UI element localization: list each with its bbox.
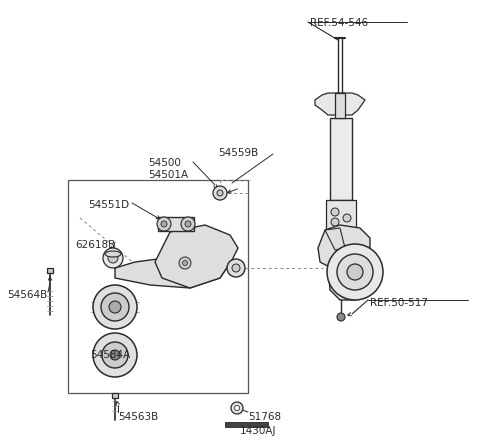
Circle shape xyxy=(93,285,137,329)
Text: 1430AJ: 1430AJ xyxy=(240,426,276,436)
Text: REF.54-546: REF.54-546 xyxy=(310,18,368,28)
Circle shape xyxy=(185,221,191,227)
Circle shape xyxy=(181,217,195,231)
Polygon shape xyxy=(318,225,370,270)
Polygon shape xyxy=(225,422,268,427)
Bar xyxy=(112,393,118,398)
Circle shape xyxy=(331,218,339,226)
Circle shape xyxy=(343,214,351,222)
Circle shape xyxy=(110,350,120,360)
Ellipse shape xyxy=(105,251,121,257)
Bar xyxy=(68,180,248,393)
Bar xyxy=(335,93,345,118)
Circle shape xyxy=(347,264,363,280)
Text: 54501A: 54501A xyxy=(148,170,188,180)
Circle shape xyxy=(101,293,129,321)
Circle shape xyxy=(179,257,191,269)
Bar xyxy=(330,118,352,200)
Text: 54563B: 54563B xyxy=(118,412,158,422)
Polygon shape xyxy=(315,93,365,115)
Circle shape xyxy=(93,333,137,377)
Circle shape xyxy=(331,208,339,216)
Circle shape xyxy=(182,260,188,266)
Circle shape xyxy=(231,402,243,414)
Circle shape xyxy=(109,301,121,313)
Bar xyxy=(326,200,356,230)
Bar xyxy=(158,217,194,231)
Text: 54559B: 54559B xyxy=(218,148,258,158)
Circle shape xyxy=(103,248,123,268)
Circle shape xyxy=(232,264,240,272)
Text: 54584A: 54584A xyxy=(90,350,130,360)
Text: 51768: 51768 xyxy=(248,412,281,422)
Polygon shape xyxy=(155,225,238,288)
Circle shape xyxy=(227,259,245,277)
Polygon shape xyxy=(328,268,362,300)
Circle shape xyxy=(102,342,128,368)
Circle shape xyxy=(108,253,118,263)
Circle shape xyxy=(235,405,240,410)
Polygon shape xyxy=(115,252,232,288)
Text: 54564B: 54564B xyxy=(7,290,47,300)
Text: REF.50-517: REF.50-517 xyxy=(370,298,428,308)
Text: 62618B: 62618B xyxy=(75,240,115,250)
Circle shape xyxy=(161,221,167,227)
Text: 54500: 54500 xyxy=(148,158,181,168)
Bar xyxy=(47,268,53,273)
Polygon shape xyxy=(325,228,345,250)
Circle shape xyxy=(157,217,171,231)
Circle shape xyxy=(337,313,345,321)
Circle shape xyxy=(337,254,373,290)
Circle shape xyxy=(217,190,223,196)
Text: 54551D: 54551D xyxy=(88,200,129,210)
Circle shape xyxy=(213,186,227,200)
Circle shape xyxy=(327,244,383,300)
